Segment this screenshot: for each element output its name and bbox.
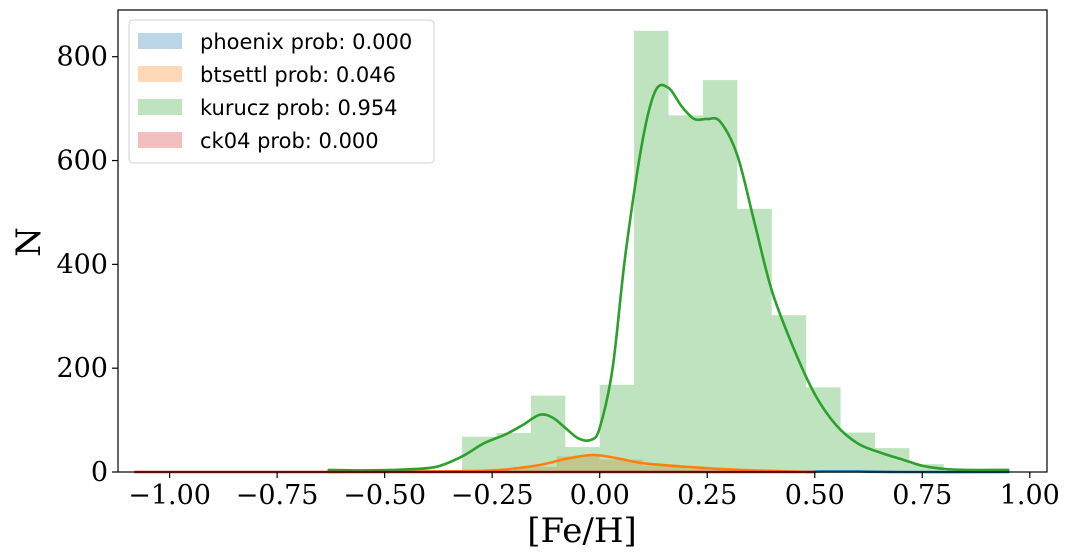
y-tick-label: 0 [91, 457, 108, 488]
legend-label-btsettl: btsettl prob: 0.046 [200, 63, 396, 87]
x-axis-label: [Fe/H] [527, 511, 637, 551]
y-axis-ticks: 0 200 400 600 800 [56, 42, 118, 488]
legend-swatch-ck04 [138, 132, 182, 148]
legend: phoenix prob: 0.000 btsettl prob: 0.046 ku… [128, 19, 435, 164]
bar-kurucz-9 [737, 208, 772, 472]
x-axis-ticks: −1.00 −0.75 −0.50 −0.25 0.00 0.25 0.50 0.75 1.00 [128, 472, 1060, 511]
bar-kurucz-10 [771, 315, 807, 472]
bar-btsettl-5 [685, 468, 729, 472]
y-tick-label: 600 [56, 146, 108, 177]
bar-kurucz-8 [702, 80, 738, 473]
x-tick-label: −0.50 [343, 480, 426, 511]
legend-label-phoenix: phoenix prob: 0.000 [200, 30, 412, 54]
x-tick-label: −1.00 [128, 480, 211, 511]
bar-btsettl-4 [642, 465, 686, 472]
x-tick-label: 0.00 [570, 480, 630, 511]
legend-label-kurucz: kurucz prob: 0.954 [200, 96, 398, 120]
bar-btsettl-1 [513, 466, 557, 472]
x-tick-label: −0.25 [451, 480, 534, 511]
legend-box [128, 19, 435, 164]
x-tick-label: −0.75 [236, 480, 319, 511]
y-axis-label: N [9, 227, 49, 257]
legend-swatch-kurucz [138, 99, 182, 115]
bar-kurucz-4 [565, 447, 600, 472]
x-tick-label: 1.00 [1000, 480, 1060, 511]
bar-kurucz-14 [909, 464, 944, 472]
plot-frame [117, 9, 1048, 473]
legend-swatch-phoenix [138, 33, 182, 49]
x-tick-label: 0.25 [677, 480, 737, 511]
legend-label-ck04: ck04 prob: 0.000 [200, 129, 379, 153]
bar-kurucz-12 [840, 432, 875, 472]
y-tick-label: 800 [56, 42, 108, 73]
kde-line-kurucz [327, 83, 1010, 472]
bar-kurucz-7 [668, 115, 703, 472]
bar-kurucz-11 [806, 387, 841, 472]
y-tick-label: 200 [56, 353, 108, 384]
bar-kurucz-2 [496, 433, 531, 472]
bar-btsettl-2 [556, 456, 600, 472]
y-tick-label: 400 [56, 249, 108, 280]
legend-swatch-btsettl [138, 66, 182, 82]
bar-kurucz-6 [634, 30, 669, 473]
x-tick-label: 0.75 [892, 480, 952, 511]
x-tick-label: 0.50 [785, 480, 845, 511]
